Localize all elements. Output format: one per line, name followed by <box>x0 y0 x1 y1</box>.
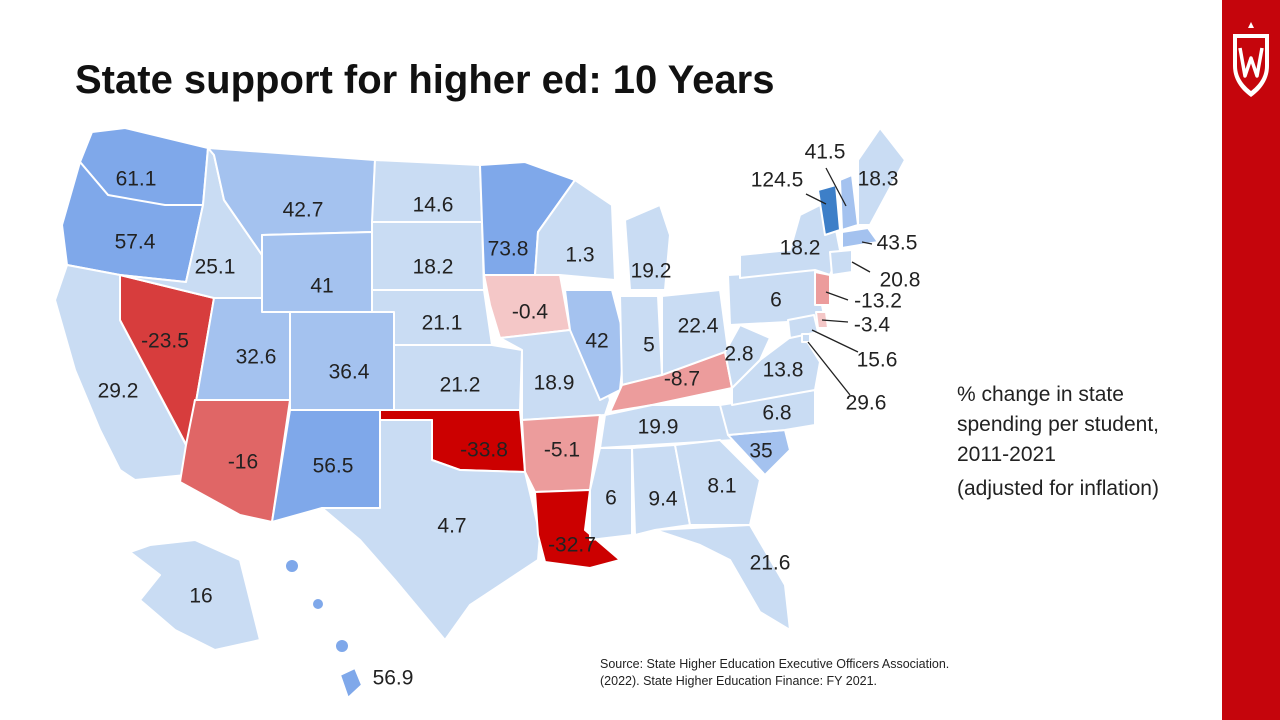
state-ak <box>129 539 261 651</box>
leader-ma <box>861 241 873 245</box>
value-label-ok: -33.8 <box>460 439 508 462</box>
value-label-ky: -8.7 <box>664 368 700 391</box>
value-label-id: 25.1 <box>195 256 236 279</box>
value-label-dc: 29.6 <box>846 392 887 415</box>
value-label-wi: 1.3 <box>565 244 594 267</box>
value-label-nm: 56.5 <box>313 455 354 478</box>
state-value-labels: 61.157.429.2-23.525.142.74132.6-1636.456… <box>98 141 921 690</box>
value-label-or: 57.4 <box>115 231 156 254</box>
state-ny <box>739 199 841 279</box>
value-label-ga: 8.1 <box>707 475 736 498</box>
state-al <box>631 444 691 536</box>
leader-md <box>811 329 859 353</box>
leader-nj <box>825 291 849 301</box>
value-label-ca: 29.2 <box>98 380 139 403</box>
value-label-ar: -5.1 <box>544 439 580 462</box>
value-label-ct: 20.8 <box>880 269 921 292</box>
value-label-mi: 19.2 <box>631 260 672 283</box>
state-nh <box>839 174 859 231</box>
brand-side-bar <box>1222 0 1280 720</box>
state-ct <box>829 249 853 276</box>
value-label-nc: 6.8 <box>762 402 791 425</box>
value-label-mo: 18.9 <box>534 372 575 395</box>
state-fl <box>654 524 791 631</box>
state-wv <box>724 324 771 389</box>
value-label-oh: 22.4 <box>678 315 719 338</box>
state-ma <box>841 227 879 249</box>
leader-vt <box>805 193 827 205</box>
value-label-vt: 124.5 <box>751 169 804 192</box>
value-label-wv: 2.8 <box>724 343 753 366</box>
state-ms <box>589 447 633 541</box>
value-label-ak: 16 <box>189 585 212 608</box>
state-tx <box>321 419 541 641</box>
value-label-me: 18.3 <box>858 168 899 191</box>
legend-caption: % change in state spending per student, … <box>957 380 1212 504</box>
value-label-nh: 41.5 <box>805 141 846 164</box>
value-label-fl: 21.6 <box>750 552 791 575</box>
value-label-ny: 18.2 <box>780 237 821 260</box>
value-label-ma: 43.5 <box>877 232 918 255</box>
state-wy <box>261 231 373 313</box>
caption-line-3: 2011-2021 <box>957 443 1056 466</box>
value-label-hi: 56.9 <box>373 667 414 690</box>
state-mi <box>624 204 671 291</box>
value-label-mt: 42.7 <box>283 199 324 222</box>
source-line-1: Source: State Higher Education Executive… <box>600 657 950 671</box>
value-label-tx: 4.7 <box>437 515 466 538</box>
leader-nh <box>825 167 847 207</box>
value-label-wy: 41 <box>310 275 333 298</box>
caption-line-1: % change in state <box>957 383 1124 406</box>
caption-note: (adjusted for inflation) <box>957 477 1159 500</box>
value-label-de: -3.4 <box>854 314 891 337</box>
slide-title: State support for higher ed: 10 Years <box>75 58 775 102</box>
value-label-mn: 73.8 <box>488 238 529 261</box>
value-label-in: 5 <box>643 334 655 357</box>
value-label-nv: -23.5 <box>141 330 189 353</box>
state-hi <box>339 667 363 699</box>
hawaii-island <box>336 640 348 652</box>
value-label-va: 13.8 <box>763 359 804 382</box>
value-label-ms: 6 <box>605 487 617 510</box>
value-label-wa: 61.1 <box>116 168 157 191</box>
caption-line-2: spending per student, <box>957 413 1159 436</box>
hawaii-island <box>313 599 323 609</box>
label-leader-lines <box>805 167 873 396</box>
source-citation: Source: State Higher Education Executive… <box>600 656 1000 690</box>
leader-ct <box>851 261 871 273</box>
state-wi <box>534 179 616 281</box>
value-label-nj: -13.2 <box>854 290 902 313</box>
hawaii-island <box>286 560 298 572</box>
value-label-ks: 21.2 <box>440 374 481 397</box>
value-label-la: -32.7 <box>548 534 596 557</box>
value-label-co: 36.4 <box>329 361 370 384</box>
value-label-il: 42 <box>585 330 608 353</box>
value-label-ia: -0.4 <box>512 301 549 324</box>
value-label-pa: 6 <box>770 289 782 312</box>
state-me <box>857 127 906 226</box>
us-states-map: 61.157.429.2-23.525.142.74132.6-1636.456… <box>54 127 921 699</box>
state-vt <box>817 184 841 236</box>
state-in <box>619 295 663 386</box>
value-label-ne: 21.1 <box>422 312 463 335</box>
state-shapes <box>54 127 906 699</box>
value-label-sc: 35 <box>749 440 772 463</box>
leader-dc <box>807 341 851 396</box>
uw-crest-icon <box>1233 22 1269 97</box>
value-label-sd: 18.2 <box>413 256 454 279</box>
state-ga <box>674 439 761 526</box>
value-label-tn: 19.9 <box>638 416 679 439</box>
state-nj <box>814 271 831 306</box>
value-label-md: 15.6 <box>857 349 898 372</box>
source-line-2: (2022). State Higher Education Finance: … <box>600 674 878 688</box>
state-md <box>787 314 819 339</box>
value-label-az: -16 <box>228 451 258 474</box>
leader-de <box>821 319 849 323</box>
value-label-ut: 32.6 <box>236 346 277 369</box>
value-label-al: 9.4 <box>648 488 678 511</box>
state-dc <box>801 333 811 343</box>
value-label-nd: 14.6 <box>413 194 454 217</box>
